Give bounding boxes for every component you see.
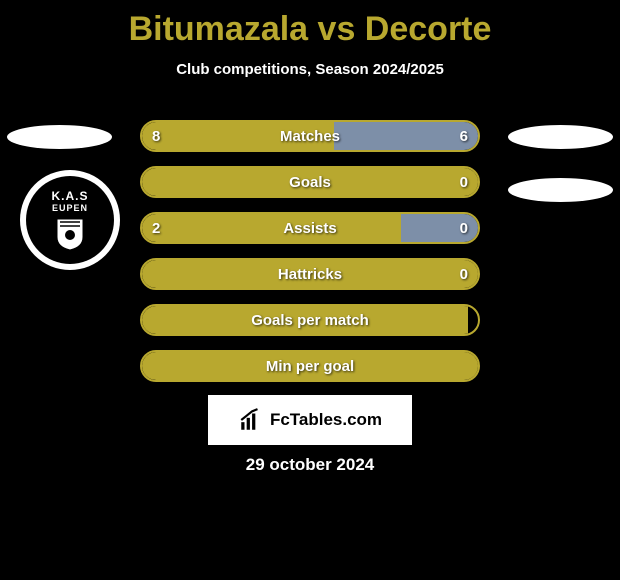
bar-right-value: 0 (460, 214, 468, 242)
bar-left-fill (142, 168, 478, 196)
team-left-logo: K.A.S EUPEN (20, 170, 120, 270)
bar-left-value: 8 (152, 122, 160, 150)
logo-line-2: EUPEN (52, 203, 88, 213)
bar-left-fill (142, 260, 478, 288)
bar-left-fill (142, 122, 334, 150)
bar-left-fill (142, 306, 468, 334)
team-right-placeholder-2 (508, 178, 613, 202)
bar-right-value: 0 (460, 260, 468, 288)
bar-left-fill (142, 214, 401, 242)
bar-hattricks: 0 Hattricks (140, 258, 480, 290)
page-title: Bitumazala vs Decorte (0, 0, 620, 49)
bar-goals: 0 Goals (140, 166, 480, 198)
team-right-placeholder-1 (508, 125, 613, 149)
bar-goals-per-match: Goals per match (140, 304, 480, 336)
shield-icon (55, 217, 85, 251)
bar-right-value: 6 (460, 122, 468, 150)
subtitle: Club competitions, Season 2024/2025 (0, 61, 620, 78)
bar-right-value: 0 (460, 168, 468, 196)
bar-min-per-goal: Min per goal (140, 350, 480, 382)
bar-right-fill (334, 122, 478, 150)
logo-line-1: K.A.S (51, 189, 88, 203)
bar-left-value: 2 (152, 214, 160, 242)
bar-matches: 8 6 Matches (140, 120, 480, 152)
brand-text: FcTables.com (270, 410, 382, 430)
date-label: 29 october 2024 (0, 455, 620, 475)
comparison-bars: 8 6 Matches 0 Goals 2 0 Assists 0 Hattri… (140, 120, 480, 396)
chart-icon (238, 407, 264, 433)
brand-box: FcTables.com (208, 395, 412, 445)
bar-left-fill (142, 352, 478, 380)
team-left-placeholder-1 (7, 125, 112, 149)
bar-assists: 2 0 Assists (140, 212, 480, 244)
